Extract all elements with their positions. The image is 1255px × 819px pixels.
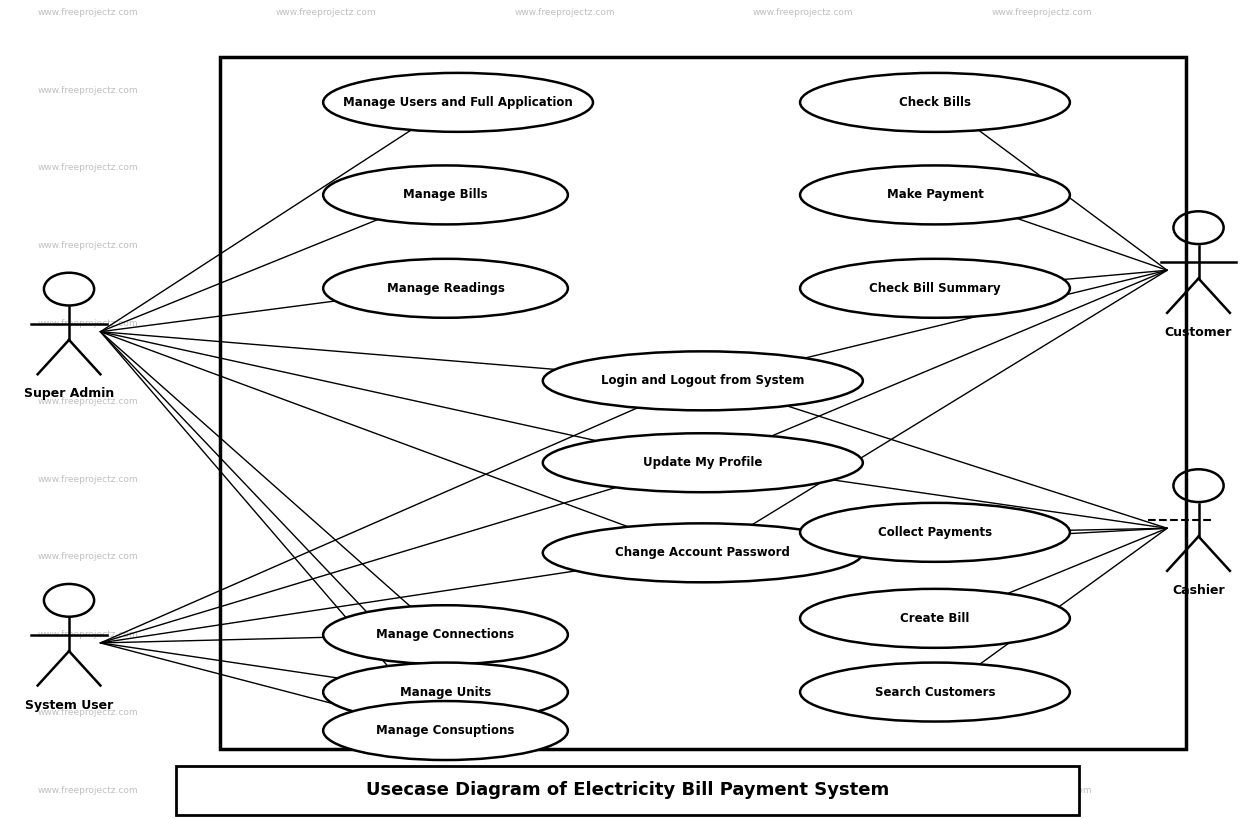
Text: Manage Readings: Manage Readings <box>387 282 505 295</box>
Text: www.freeprojectz.com: www.freeprojectz.com <box>38 164 138 172</box>
Ellipse shape <box>801 503 1069 562</box>
Ellipse shape <box>543 523 863 582</box>
Text: Manage Units: Manage Units <box>400 686 491 699</box>
Text: Customer: Customer <box>1165 326 1232 339</box>
Ellipse shape <box>324 605 567 664</box>
Ellipse shape <box>324 259 567 318</box>
Text: Create Bill: Create Bill <box>900 612 970 625</box>
Text: www.freeprojectz.com: www.freeprojectz.com <box>38 86 138 94</box>
Text: www.freeprojectz.com: www.freeprojectz.com <box>38 786 138 794</box>
Text: www.freeprojectz.com: www.freeprojectz.com <box>991 397 1092 405</box>
Text: Cashier: Cashier <box>1172 584 1225 597</box>
Text: www.freeprojectz.com: www.freeprojectz.com <box>991 242 1092 250</box>
Text: Usecase Diagram of Electricity Bill Payment System: Usecase Diagram of Electricity Bill Paym… <box>366 781 889 799</box>
Text: www.freeprojectz.com: www.freeprojectz.com <box>753 708 853 717</box>
Ellipse shape <box>801 589 1069 648</box>
Text: Manage Connections: Manage Connections <box>376 628 515 641</box>
Text: www.freeprojectz.com: www.freeprojectz.com <box>38 8 138 16</box>
Text: Super Admin: Super Admin <box>24 387 114 400</box>
Text: www.freeprojectz.com: www.freeprojectz.com <box>276 8 376 16</box>
Ellipse shape <box>324 73 592 132</box>
Text: www.freeprojectz.com: www.freeprojectz.com <box>753 86 853 94</box>
Text: Check Bill Summary: Check Bill Summary <box>870 282 1000 295</box>
Text: www.freeprojectz.com: www.freeprojectz.com <box>276 708 376 717</box>
Text: Check Bills: Check Bills <box>899 96 971 109</box>
Text: www.freeprojectz.com: www.freeprojectz.com <box>276 553 376 561</box>
Text: Change Account Password: Change Account Password <box>615 546 791 559</box>
Text: www.freeprojectz.com: www.freeprojectz.com <box>753 319 853 328</box>
Text: www.freeprojectz.com: www.freeprojectz.com <box>991 631 1092 639</box>
Ellipse shape <box>543 351 863 410</box>
FancyBboxPatch shape <box>220 57 1186 749</box>
Text: www.freeprojectz.com: www.freeprojectz.com <box>38 631 138 639</box>
Text: www.freeprojectz.com: www.freeprojectz.com <box>991 708 1092 717</box>
Text: www.freeprojectz.com: www.freeprojectz.com <box>276 397 376 405</box>
Text: www.freeprojectz.com: www.freeprojectz.com <box>753 164 853 172</box>
Ellipse shape <box>324 701 567 760</box>
Text: www.freeprojectz.com: www.freeprojectz.com <box>753 553 853 561</box>
Text: www.freeprojectz.com: www.freeprojectz.com <box>276 319 376 328</box>
Text: www.freeprojectz.com: www.freeprojectz.com <box>38 397 138 405</box>
Text: Search Customers: Search Customers <box>875 686 995 699</box>
Text: Manage Consuptions: Manage Consuptions <box>376 724 515 737</box>
Text: www.freeprojectz.com: www.freeprojectz.com <box>515 631 615 639</box>
Text: www.freeprojectz.com: www.freeprojectz.com <box>276 86 376 94</box>
Text: www.freeprojectz.com: www.freeprojectz.com <box>753 475 853 483</box>
Ellipse shape <box>801 663 1069 722</box>
Text: www.freeprojectz.com: www.freeprojectz.com <box>991 164 1092 172</box>
Text: www.freeprojectz.com: www.freeprojectz.com <box>276 242 376 250</box>
Text: System User: System User <box>25 699 113 712</box>
Ellipse shape <box>801 259 1069 318</box>
Ellipse shape <box>543 433 863 492</box>
Text: www.freeprojectz.com: www.freeprojectz.com <box>276 786 376 794</box>
Text: www.freeprojectz.com: www.freeprojectz.com <box>753 786 853 794</box>
Text: www.freeprojectz.com: www.freeprojectz.com <box>991 475 1092 483</box>
Text: www.freeprojectz.com: www.freeprojectz.com <box>991 8 1092 16</box>
Text: www.freeprojectz.com: www.freeprojectz.com <box>515 397 615 405</box>
Text: www.freeprojectz.com: www.freeprojectz.com <box>38 708 138 717</box>
Ellipse shape <box>324 663 567 722</box>
FancyBboxPatch shape <box>176 766 1079 815</box>
Text: www.freeprojectz.com: www.freeprojectz.com <box>38 475 138 483</box>
Text: Manage Bills: Manage Bills <box>403 188 488 201</box>
Text: www.freeprojectz.com: www.freeprojectz.com <box>515 8 615 16</box>
Text: www.freeprojectz.com: www.freeprojectz.com <box>276 164 376 172</box>
Text: www.freeprojectz.com: www.freeprojectz.com <box>753 8 853 16</box>
Text: Manage Users and Full Application: Manage Users and Full Application <box>343 96 574 109</box>
Text: www.freeprojectz.com: www.freeprojectz.com <box>753 631 853 639</box>
Text: www.freeprojectz.com: www.freeprojectz.com <box>38 319 138 328</box>
Text: Update My Profile: Update My Profile <box>643 456 763 469</box>
Text: www.freeprojectz.com: www.freeprojectz.com <box>515 553 615 561</box>
Text: www.freeprojectz.com: www.freeprojectz.com <box>276 475 376 483</box>
Text: www.freeprojectz.com: www.freeprojectz.com <box>515 786 615 794</box>
Text: www.freeprojectz.com: www.freeprojectz.com <box>991 553 1092 561</box>
Ellipse shape <box>801 73 1069 132</box>
Text: www.freeprojectz.com: www.freeprojectz.com <box>991 319 1092 328</box>
Text: www.freeprojectz.com: www.freeprojectz.com <box>991 86 1092 94</box>
Text: www.freeprojectz.com: www.freeprojectz.com <box>515 164 615 172</box>
Ellipse shape <box>324 165 567 224</box>
Text: www.freeprojectz.com: www.freeprojectz.com <box>753 242 853 250</box>
Text: Collect Payments: Collect Payments <box>878 526 991 539</box>
Text: www.freeprojectz.com: www.freeprojectz.com <box>515 319 615 328</box>
Text: Login and Logout from System: Login and Logout from System <box>601 374 804 387</box>
Text: www.freeprojectz.com: www.freeprojectz.com <box>991 786 1092 794</box>
Text: www.freeprojectz.com: www.freeprojectz.com <box>38 242 138 250</box>
Text: www.freeprojectz.com: www.freeprojectz.com <box>753 397 853 405</box>
Text: www.freeprojectz.com: www.freeprojectz.com <box>515 475 615 483</box>
Text: www.freeprojectz.com: www.freeprojectz.com <box>515 708 615 717</box>
Text: www.freeprojectz.com: www.freeprojectz.com <box>38 553 138 561</box>
Ellipse shape <box>801 165 1069 224</box>
Text: www.freeprojectz.com: www.freeprojectz.com <box>515 86 615 94</box>
Text: www.freeprojectz.com: www.freeprojectz.com <box>276 631 376 639</box>
Text: Make Payment: Make Payment <box>886 188 984 201</box>
Text: www.freeprojectz.com: www.freeprojectz.com <box>515 242 615 250</box>
